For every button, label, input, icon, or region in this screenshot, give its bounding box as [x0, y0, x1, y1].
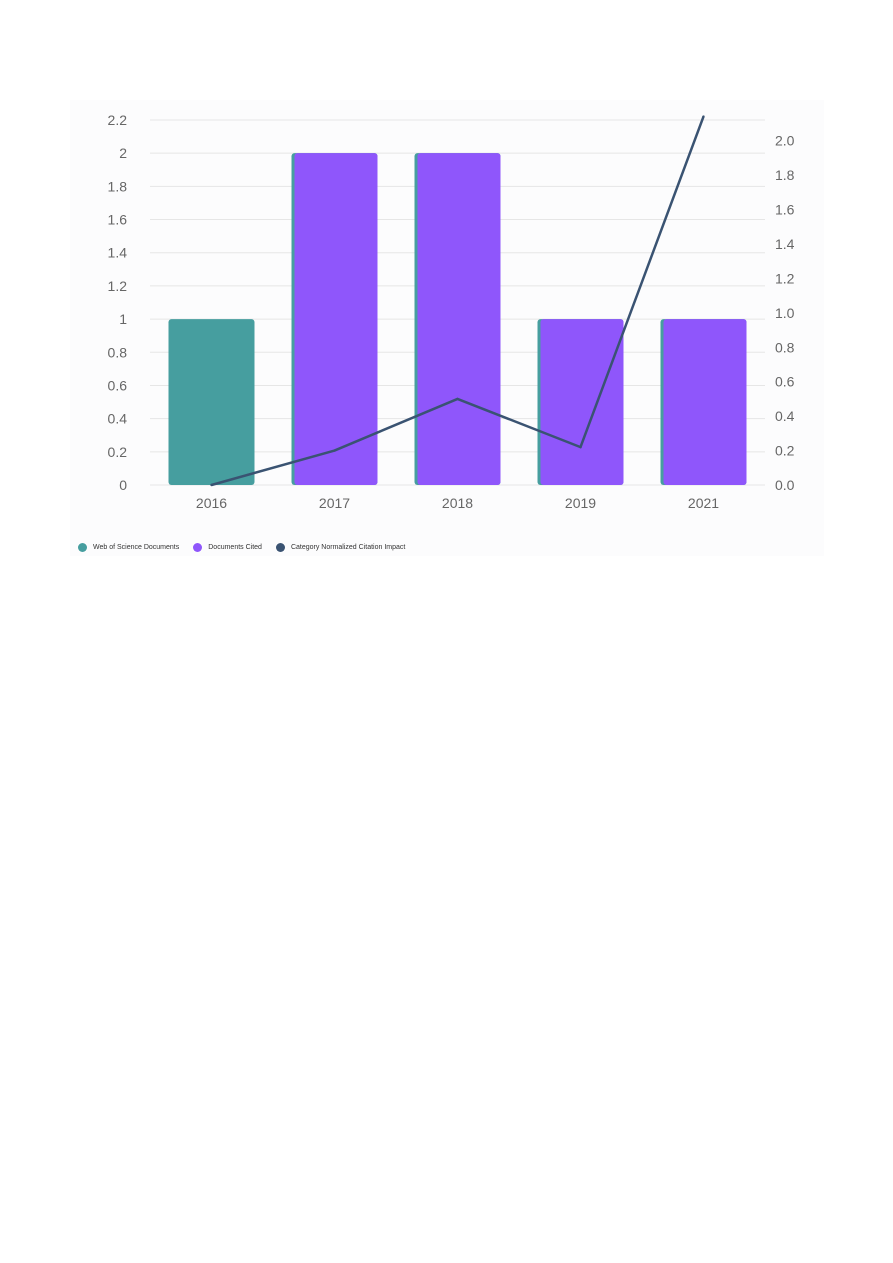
left-y-tick-label: 0: [119, 477, 127, 493]
line-point[interactable]: [579, 445, 582, 449]
left-y-tick-label: 1.2: [108, 278, 128, 294]
right-y-tick-label: 1.8: [775, 167, 795, 183]
legend-label-category-normalized-citation-impact: Category Normalized Citation Impact: [290, 544, 406, 551]
x-tick-label: 2019: [565, 495, 596, 511]
right-y-tick-label: 1.0: [775, 305, 795, 321]
left-y-tick-label: 0.2: [108, 444, 128, 460]
right-y-tick-label: 0.0: [775, 477, 795, 493]
left-y-tick-label: 0.4: [108, 411, 128, 427]
left-y-tick-label: 2: [119, 145, 127, 161]
line-point[interactable]: [702, 115, 705, 118]
x-tick-label: 2017: [319, 495, 350, 511]
right-y-tick-label: 0.4: [775, 408, 795, 424]
left-y-tick-label: 2.2: [108, 112, 128, 128]
legend-label-documents-cited: Documents Cited: [208, 544, 262, 551]
right-y-tick-label: 1.4: [775, 236, 795, 252]
right-y-tick-label: 2.0: [775, 133, 795, 149]
line-layer: [210, 115, 705, 487]
legend-item-web-of-science-documents[interactable]: Web of Science Documents: [78, 543, 179, 552]
bar-documents-cited[interactable]: [540, 319, 624, 485]
right-y-tick-label: 1.2: [775, 270, 795, 286]
left-y-tick-label: 0.6: [108, 377, 128, 393]
bars-layer: [168, 153, 747, 485]
left-y-tick-label: 1.6: [108, 212, 128, 228]
line-point[interactable]: [210, 483, 213, 487]
legend-swatch-category-normalized-citation-impact: [275, 543, 285, 552]
right-y-tick-label: 1.6: [775, 202, 795, 218]
left-y-tick-label: 1.4: [108, 245, 128, 261]
bar-documents-cited[interactable]: [294, 153, 378, 485]
left-y-tick-label: 0.8: [108, 344, 128, 360]
chart-panel: 0 0.2 0.4 0.6 0.8 1 1.2 1.4 1.6 1.8 2 2.2 0.0 0.2 0.4…: [70, 100, 824, 556]
x-axis: 2016 2017 2018 2019 2021: [196, 495, 719, 511]
right-y-tick-label: 0.2: [775, 443, 795, 459]
line-point[interactable]: [456, 397, 459, 401]
right-y-tick-label: 0.8: [775, 339, 795, 355]
legend-label-web-of-science-documents: Web of Science Documents: [93, 544, 180, 551]
legend: Web of Science Documents Documents Cited…: [78, 543, 419, 552]
x-tick-label: 2021: [688, 495, 719, 511]
x-tick-label: 2016: [196, 495, 227, 511]
left-y-tick-label: 1: [119, 311, 127, 327]
bar-documents-cited[interactable]: [417, 153, 501, 485]
right-y-axis: 0.0 0.2 0.4 0.6 0.8 1.0 1.2 1.4 1.6 1.8 2.0: [775, 133, 795, 493]
legend-item-category-normalized-citation-impact[interactable]: Category Normalized Citation Impact: [275, 543, 406, 552]
left-y-tick-label: 1.8: [108, 178, 128, 194]
left-y-axis: 0 0.2 0.4 0.6 0.8 1 1.2 1.4 1.6 1.8 2 2.2: [108, 112, 128, 493]
right-y-tick-label: 0.6: [775, 374, 795, 390]
legend-swatch-web-of-science-documents: [78, 543, 87, 552]
bar-documents-cited[interactable]: [663, 319, 747, 485]
bar-web-of-science-documents[interactable]: [168, 319, 255, 485]
x-tick-label: 2018: [442, 495, 473, 511]
line-point[interactable]: [333, 449, 336, 452]
chart-svg: 0 0.2 0.4 0.6 0.8 1 1.2 1.4 1.6 1.8 2 2.2 0.0 0.2 0.4…: [108, 112, 795, 511]
legend-swatch-documents-cited: [193, 543, 203, 552]
legend-item-documents-cited[interactable]: Documents Cited: [193, 543, 262, 552]
